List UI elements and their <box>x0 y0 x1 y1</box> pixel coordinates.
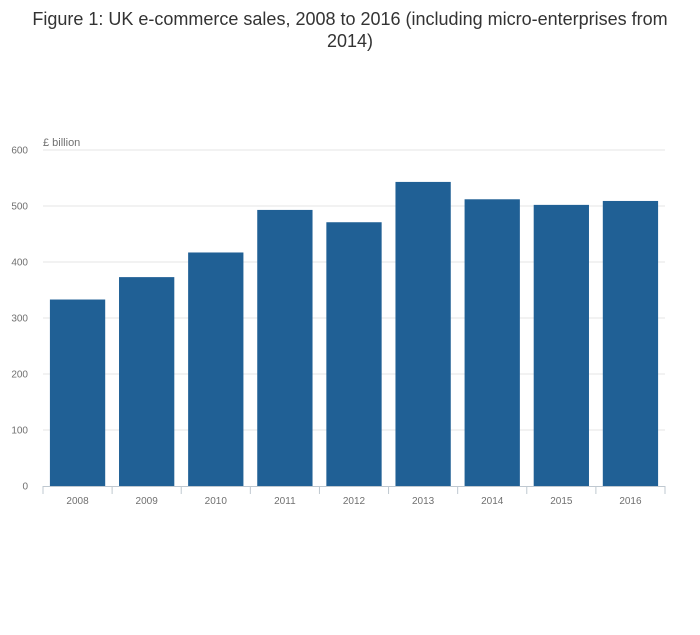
x-tick-label-2012: 2012 <box>343 496 366 507</box>
x-axis: 2008 2009 2010 2011 2012 2013 2014 2015 2016 <box>42 486 666 507</box>
y-axis-unit-label: £ billion <box>43 137 81 149</box>
bar-2014[interactable] <box>464 199 520 486</box>
bar-2009[interactable] <box>119 277 175 486</box>
y-tick-label-300: 300 <box>11 314 28 325</box>
y-tick-label-0: 0 <box>22 482 28 493</box>
bar-2015[interactable] <box>533 204 589 486</box>
bar-2010[interactable] <box>188 252 244 486</box>
x-tick-label-2008: 2008 <box>66 496 89 507</box>
y-tick-label-400: 400 <box>11 258 28 269</box>
bar-2012[interactable] <box>326 222 382 487</box>
y-tick-label-600: 600 <box>11 146 28 157</box>
x-tick-label-2016: 2016 <box>619 496 642 507</box>
y-axis-ticks: 0 100 200 300 400 500 600 <box>11 146 28 493</box>
y-tick-label-200: 200 <box>11 370 28 381</box>
x-tick-label-2009: 2009 <box>136 496 159 507</box>
y-tick-label-100: 100 <box>11 426 28 437</box>
bars <box>49 181 659 487</box>
bar-2011[interactable] <box>257 209 313 487</box>
x-tick-label-2010: 2010 <box>205 496 228 507</box>
chart-title: Figure 1: UK e-commerce sales, 2008 to 2… <box>32 9 668 51</box>
bar-2016[interactable] <box>602 200 659 486</box>
x-tick-label-2014: 2014 <box>481 496 504 507</box>
x-tick-label-2011: 2011 <box>274 496 296 507</box>
bar-2013[interactable] <box>395 181 451 487</box>
bar-2008[interactable] <box>49 299 106 486</box>
x-tick-label-2015: 2015 <box>550 496 573 507</box>
x-tick-label-2013: 2013 <box>412 496 435 507</box>
y-tick-label-500: 500 <box>11 202 28 213</box>
